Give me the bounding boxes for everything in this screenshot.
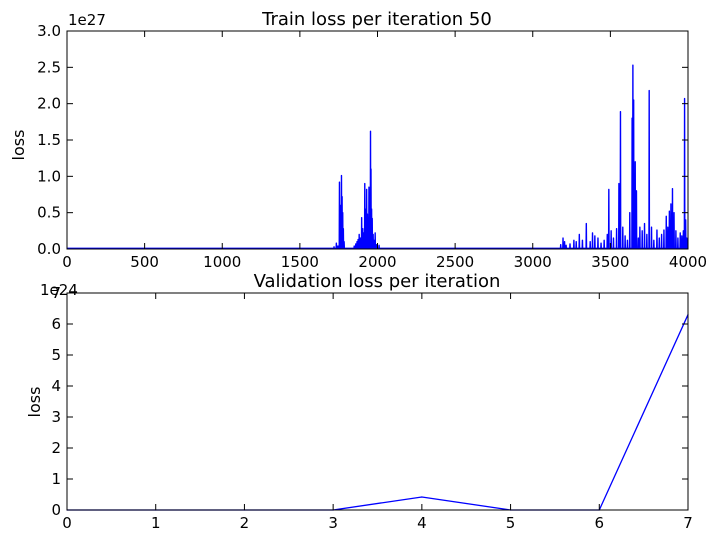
train-x-tick-label: 2500 [436, 253, 474, 271]
train-x-tick-label: 1500 [281, 253, 319, 271]
train-y-axis-title: loss [9, 130, 28, 161]
validation-x-tick-label: 3 [328, 514, 338, 532]
validation-x-tick-label: 0 [62, 514, 72, 532]
validation-y-tick-label: 5 [51, 346, 61, 364]
train-y-tick-label: 2.5 [37, 58, 61, 76]
train-x-tick-label: 0 [62, 253, 72, 271]
validation-loss-chart: Validation loss per iteration 1e24 loss … [25, 271, 693, 532]
train-series-line-0 [67, 64, 688, 249]
train-y-tick-label: 1.0 [37, 167, 61, 185]
validation-y-tick-label: 1 [51, 470, 61, 488]
validation-x-tick-label: 7 [683, 514, 693, 532]
validation-x-tick-label: 1 [151, 514, 161, 532]
validation-plot-frame [66, 292, 689, 511]
train-exponent-label: 1e27 [68, 11, 106, 29]
train-plot-frame [66, 30, 689, 250]
train-x-tick-label: 2000 [358, 253, 396, 271]
train-x-tick-label: 3500 [591, 253, 629, 271]
train-x-tick-label: 4000 [669, 253, 707, 271]
train-loss-chart: Train loss per iteration 50 1e27 loss 0 5… [9, 9, 707, 271]
validation-x-tick-label: 4 [417, 514, 427, 532]
validation-y-tick-label: 3 [51, 408, 61, 426]
validation-y-tick-label: 4 [51, 377, 61, 395]
train-y-tick-label: 0.5 [37, 204, 61, 222]
validation-x-tick-label: 5 [506, 514, 516, 532]
train-y-tick-label: 2.0 [37, 95, 61, 113]
train-y-tick-label: 1.5 [37, 131, 61, 149]
validation-x-tick-label: 2 [240, 514, 250, 532]
validation-y-tick-label: 2 [51, 439, 61, 457]
train-y-tick-label: 0.0 [37, 240, 61, 258]
validation-x-tick-label: 6 [595, 514, 605, 532]
validation-series-line-0 [67, 314, 689, 511]
validation-y-axis-title: loss [25, 387, 44, 418]
train-x-tick-label: 500 [130, 253, 159, 271]
validation-y-tick-label: 7 [51, 284, 61, 302]
train-x-tick-label: 1000 [203, 253, 241, 271]
validation-y-tick-label: 6 [51, 315, 61, 333]
validation-exponent-label: 1e24 [40, 281, 78, 299]
validation-chart-title: Validation loss per iteration [254, 271, 501, 292]
train-chart-title: Train loss per iteration 50 [261, 9, 492, 30]
train-x-tick-label: 3000 [514, 253, 552, 271]
validation-y-tick-label: 0 [51, 501, 61, 519]
train-y-tick-label: 3.0 [37, 22, 61, 40]
validation-data-point-4 [421, 496, 423, 498]
